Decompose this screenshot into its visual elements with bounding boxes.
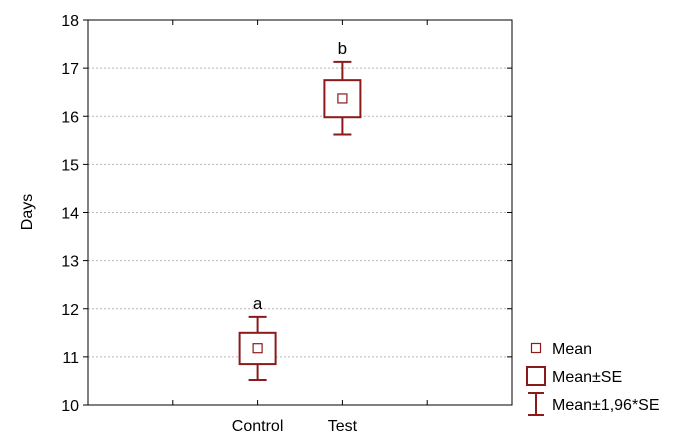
- y-tick-label: 12: [61, 302, 79, 319]
- y-tick-label: 17: [61, 61, 79, 78]
- plot-frame: [87, 19, 513, 406]
- legend-item-mean: Mean: [530, 341, 592, 358]
- legend-label: Mean±1,96*SE: [552, 397, 660, 414]
- y-tick-label: 13: [61, 254, 79, 271]
- box-group-test: b: [323, 39, 362, 136]
- mean-marker: [252, 343, 263, 354]
- mean-marker: [337, 93, 348, 104]
- y-axis-label: Days: [19, 194, 36, 230]
- y-tick-label: 16: [61, 109, 79, 126]
- box-group-control: a: [238, 294, 277, 381]
- y-axis: 10 11 12 13 14 15 16 17 18: [61, 13, 512, 415]
- y-tick-label: 18: [61, 13, 79, 30]
- legend-label: Mean: [552, 341, 592, 358]
- legend-label: Mean±SE: [552, 369, 622, 386]
- x-tick-label: Test: [328, 418, 358, 435]
- legend-mean-swatch: [530, 342, 542, 354]
- y-tick-label: 11: [62, 350, 79, 367]
- legend-item-se: Mean±SE: [526, 366, 622, 386]
- y-tick-label: 14: [61, 206, 79, 223]
- x-axis: Control Test: [172, 20, 428, 435]
- legend-se-swatch: [526, 366, 546, 386]
- y-tick-label: 15: [61, 157, 79, 174]
- group-label: b: [338, 39, 347, 58]
- x-tick-label: Control: [232, 418, 284, 435]
- group-label: a: [253, 294, 263, 313]
- legend-item-ci: Mean±1,96*SE: [528, 392, 660, 416]
- y-tick-label: 10: [61, 398, 79, 415]
- plot-marks: ab: [238, 39, 362, 381]
- grid: [88, 67, 512, 358]
- legend: Mean Mean±SE Mean±1,96*SE: [526, 341, 660, 416]
